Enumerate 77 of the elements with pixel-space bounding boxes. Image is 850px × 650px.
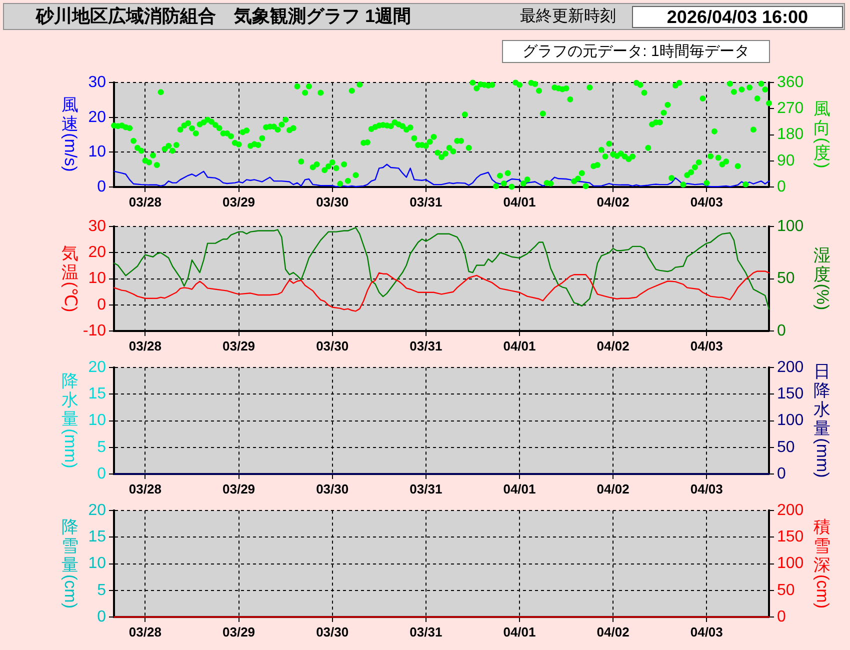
x-tick-label: 03/29	[222, 624, 256, 640]
y2-tick-label: 0	[777, 465, 786, 482]
y-axis-title: 降雪量(cm)	[60, 517, 80, 608]
y-tick-label: 20	[88, 108, 106, 126]
y-tick-label: 15	[88, 528, 106, 546]
y2-tick-label: 0	[777, 608, 786, 626]
x-tick-label: 03/31	[410, 481, 442, 496]
y-tick-label: 0	[97, 465, 106, 482]
y2-tick-label: 50	[777, 582, 795, 599]
y2-tick-label: 200	[777, 359, 804, 376]
y-tick-label: 0	[97, 296, 106, 314]
x-tick-label: 04/03	[690, 338, 723, 354]
y2-tick-label: 50	[777, 438, 795, 456]
y-tick-label: 15	[88, 386, 106, 403]
x-tick-label: 04/03	[690, 194, 723, 210]
x-tick-label: 03/31	[410, 194, 442, 210]
y2-axis-title: 積雪深(cm)	[812, 517, 832, 608]
x-tick-label: 04/01	[503, 481, 536, 496]
x-tick-label: 04/03	[690, 481, 723, 496]
x-tick-label: 03/30	[316, 481, 349, 496]
x-tick-label: 03/31	[410, 624, 442, 640]
y-tick-label: 10	[88, 555, 106, 572]
y2-tick-label: 100	[777, 412, 804, 430]
y2-tick-label: 100	[777, 218, 804, 236]
y-tick-label: 10	[88, 144, 106, 161]
x-tick-label: 04/03	[690, 624, 723, 640]
x-tick-label: 03/30	[316, 194, 349, 210]
y2-tick-label: 200	[777, 502, 804, 520]
x-tick-label: 03/30	[316, 338, 349, 354]
x-tick-label: 04/01	[503, 194, 536, 210]
x-tick-label: 03/29	[222, 338, 256, 354]
y2-tick-label: 360	[777, 74, 804, 92]
y-tick-label: 5	[97, 582, 106, 599]
x-tick-label: 04/01	[503, 338, 536, 354]
y-tick-label: 30	[88, 74, 106, 92]
y2-tick-label: 150	[777, 528, 804, 546]
y-tick-label: 5	[97, 438, 106, 456]
text: 最終更新時刻	[520, 8, 616, 26]
x-tick-label: 03/31	[410, 338, 442, 354]
chart-title: 砂川地区広域消防組合 気象観測グラフ 1週間	[36, 6, 412, 27]
y2-axis-title: 風向(度)	[812, 99, 832, 168]
y-tick-label: 20	[88, 502, 106, 520]
y2-tick-label: 270	[777, 100, 804, 118]
y2-tick-label: 0	[777, 178, 786, 196]
x-tick-label: 03/29	[222, 194, 256, 210]
y2-tick-label: 100	[777, 555, 804, 572]
x-tick-label: 03/30	[316, 624, 349, 640]
x-tick-label: 03/28	[128, 338, 162, 354]
y2-axis-title: 日降水量(mm)	[812, 362, 832, 478]
y-axis-title: 風速(m/s)	[60, 95, 80, 172]
x-tick-label: 03/28	[128, 624, 162, 640]
y-tick-label: -10	[82, 322, 106, 340]
x-tick-label: 03/29	[222, 481, 256, 496]
y2-tick-label: 90	[777, 152, 795, 170]
x-tick-label: 04/01	[503, 624, 536, 640]
x-tick-label: 04/02	[596, 624, 630, 640]
y2-axis-title: 湿度(%)	[812, 246, 832, 310]
y-tick-label: 30	[88, 218, 106, 236]
y2-tick-label: 0	[777, 322, 786, 340]
text: グラフの元データ: 1時間毎データ	[502, 40, 770, 63]
y2-tick-label: 150	[777, 386, 804, 403]
y-tick-label: 20	[88, 359, 106, 376]
x-tick-label: 04/02	[596, 338, 630, 354]
x-tick-label: 04/02	[596, 481, 630, 496]
y-tick-label: 10	[88, 412, 106, 430]
y-tick-label: 0	[97, 608, 106, 626]
y-axis-title: 気温(℃)	[60, 244, 80, 312]
y-axis-title: 降水量(mm)	[60, 371, 80, 468]
x-tick-label: 03/28	[128, 194, 162, 210]
y-tick-label: 10	[88, 270, 106, 288]
x-tick-label: 03/28	[128, 481, 162, 496]
y-tick-label: 20	[88, 244, 106, 262]
y-tick-label: 0	[97, 178, 106, 196]
text: 2026/04/03 16:00	[632, 6, 843, 28]
y2-tick-label: 50	[777, 270, 795, 288]
y2-tick-label: 180	[777, 126, 804, 144]
x-tick-label: 04/02	[596, 194, 630, 210]
